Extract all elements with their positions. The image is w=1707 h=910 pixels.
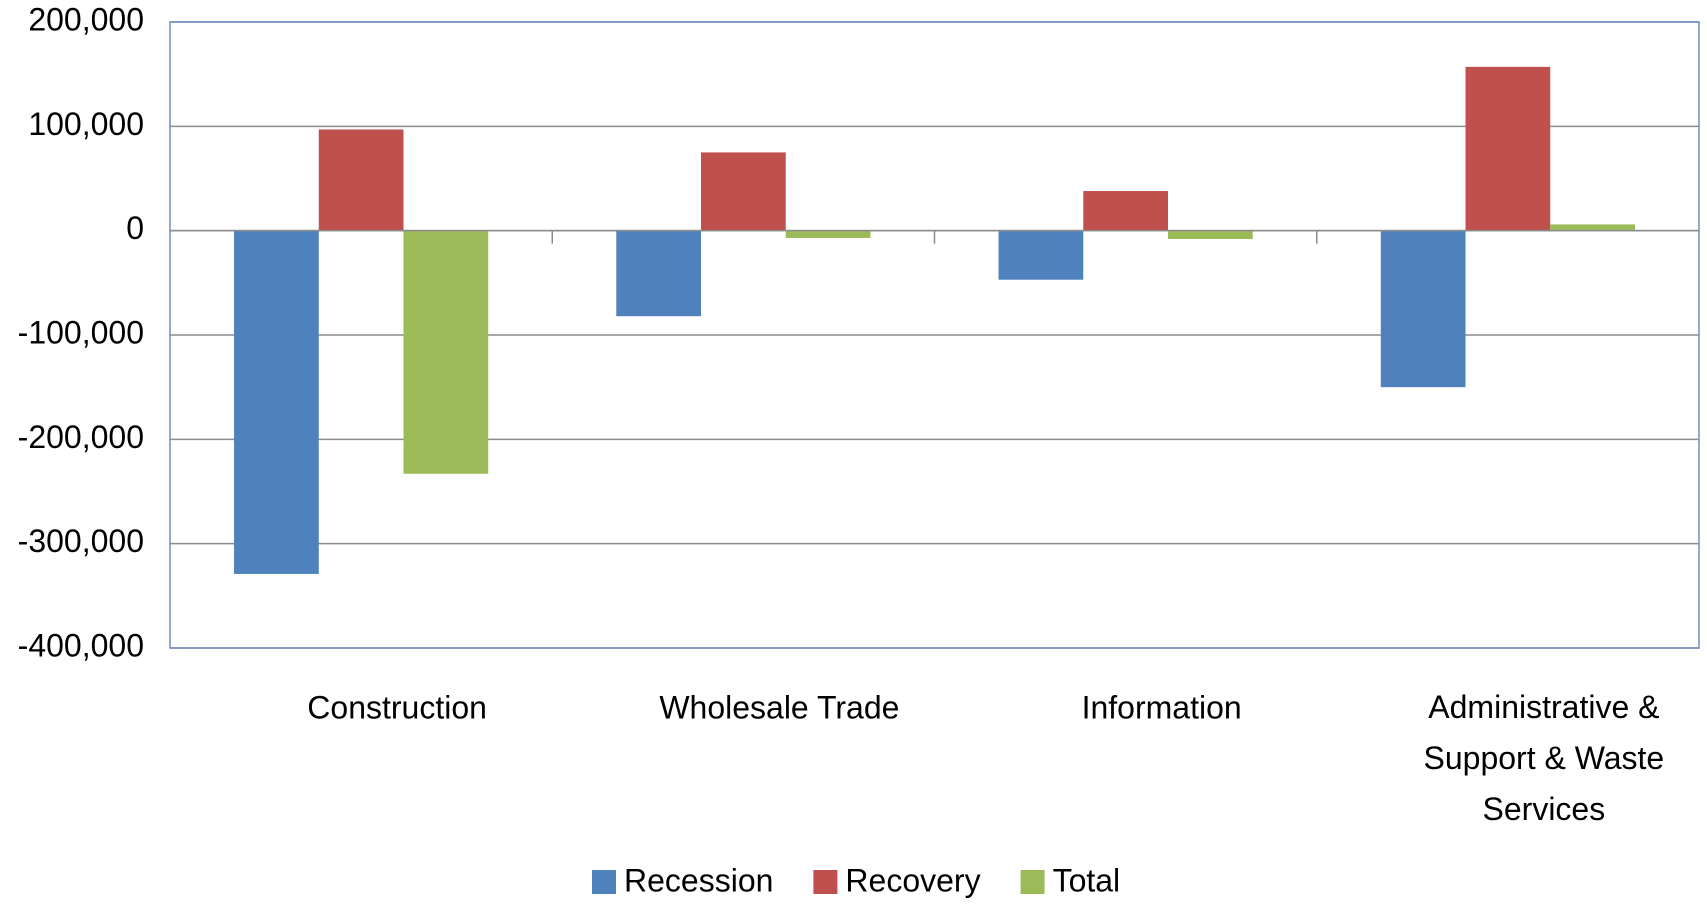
bar bbox=[234, 230, 319, 574]
y-tick-label: -100,000 bbox=[18, 314, 144, 350]
bar bbox=[1380, 230, 1466, 388]
bar bbox=[403, 230, 489, 474]
bar bbox=[1550, 224, 1635, 231]
legend-label: Total bbox=[1053, 862, 1121, 898]
bar bbox=[1465, 66, 1551, 231]
bar bbox=[785, 230, 871, 238]
y-tick-label: -200,000 bbox=[18, 419, 144, 455]
x-tick-label: Construction bbox=[307, 689, 487, 725]
legend-label: Recovery bbox=[845, 862, 980, 898]
y-tick-label: 100,000 bbox=[28, 106, 144, 142]
bar bbox=[318, 129, 404, 231]
x-tick-label: Administrative & Support & Waste Services bbox=[1424, 689, 1665, 827]
x-tick-label: Information bbox=[1082, 689, 1242, 725]
plot-border bbox=[169, 21, 1700, 649]
bar bbox=[1167, 230, 1253, 240]
y-tick-label: -300,000 bbox=[18, 523, 144, 559]
legend-label: Recession bbox=[624, 862, 773, 898]
bar bbox=[616, 230, 702, 317]
y-tick-label: 200,000 bbox=[28, 1, 144, 37]
bar bbox=[1083, 191, 1168, 231]
legend-swatch bbox=[592, 870, 616, 894]
y-tick-label: 0 bbox=[126, 210, 144, 246]
legend-swatch bbox=[1020, 870, 1045, 894]
legend-swatch bbox=[813, 870, 838, 894]
bar bbox=[701, 152, 786, 231]
y-tick-label: -400,000 bbox=[18, 627, 144, 663]
bar bbox=[998, 230, 1084, 280]
x-tick-label: Wholesale Trade bbox=[659, 689, 899, 725]
